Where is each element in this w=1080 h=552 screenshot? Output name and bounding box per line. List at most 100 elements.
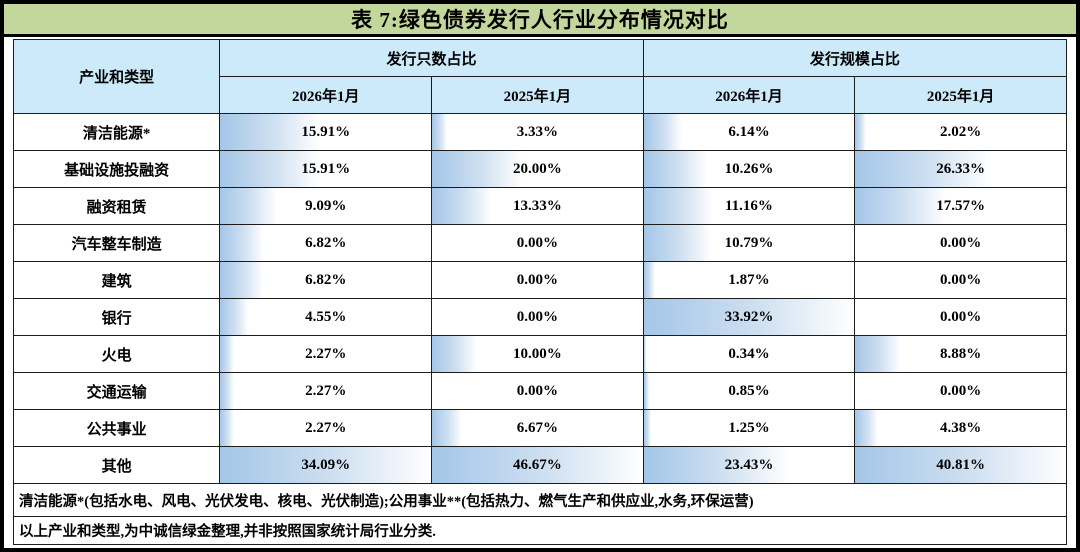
table-row: 基础设施投融资 15.91% 20.00% 10.26% 26.33%: [12, 150, 1067, 188]
header-industry: 产业和类型: [12, 39, 221, 114]
data-bar: [644, 299, 854, 335]
value-cell: 6.14%: [642, 113, 856, 151]
data-bar: [855, 336, 902, 372]
data-bar: [432, 188, 493, 224]
data-bar: [220, 373, 235, 409]
value-cell: 33.92%: [642, 298, 856, 336]
data-bar: [644, 188, 713, 224]
data-bar: [220, 262, 263, 298]
data-bar: [855, 188, 946, 224]
value-text: 2.27%: [305, 345, 347, 362]
data-bar: [855, 447, 1066, 483]
value-cell: 0.00%: [854, 298, 1067, 336]
value-cell: 2.27%: [219, 409, 433, 447]
value-cell: 0.00%: [854, 224, 1067, 262]
value-cell: 1.25%: [642, 409, 856, 447]
table-row: 建筑 6.82% 0.00% 1.87% 0.00%: [12, 261, 1067, 299]
header-period: 2026年1月: [219, 76, 433, 114]
data-bar: [644, 336, 646, 372]
value-text: 2.27%: [305, 382, 347, 399]
value-cell: 17.57%: [854, 187, 1067, 225]
header-period: 2025年1月: [854, 76, 1067, 114]
value-text: 13.33%: [512, 197, 562, 214]
industry-label: 公共事业: [12, 409, 221, 447]
value-text: 34.09%: [301, 456, 351, 473]
data-bar: [220, 299, 249, 335]
value-text: 3.33%: [516, 123, 558, 140]
value-cell: 0.85%: [642, 372, 856, 410]
value-cell: 10.26%: [642, 150, 856, 188]
value-text: 6.82%: [305, 271, 347, 288]
value-cell: 1.87%: [642, 261, 856, 299]
value-text: 6.67%: [516, 419, 558, 436]
note-text: 清洁能源*(包括水电、风电、光伏发电、核电、光伏制造);公用事业**(包括热力、…: [13, 483, 1067, 517]
table-row: 清洁能源* 15.91% 3.33% 6.14% 2.02%: [12, 113, 1067, 151]
value-text: 0.85%: [728, 382, 770, 399]
table-header: 产业和类型 发行只数占比 发行规模占比 2026年1月 2025年1月 2026…: [12, 39, 1068, 114]
value-cell: 3.33%: [431, 113, 644, 151]
value-text: 0.00%: [516, 308, 558, 325]
value-cell: 20.00%: [431, 150, 644, 188]
data-bar: [644, 262, 656, 298]
industry-distribution-table: 产业和类型 发行只数占比 发行规模占比 2026年1月 2025年1月 2026…: [12, 39, 1068, 545]
data-bar: [220, 225, 263, 261]
value-text: 0.00%: [940, 271, 982, 288]
data-bar: [220, 447, 431, 483]
header-group-issue-scale: 发行规模占比: [642, 39, 1068, 77]
header-group-issue-count: 发行只数占比: [219, 39, 644, 77]
value-text: 33.92%: [724, 308, 774, 325]
note-row: 清洁能源*(包括水电、风电、光伏发电、核电、光伏制造);公用事业**(包括热力、…: [13, 483, 1067, 517]
value-cell: 13.33%: [431, 187, 644, 225]
industry-label: 基础设施投融资: [12, 150, 221, 188]
data-bar: [644, 410, 652, 446]
value-cell: 2.27%: [219, 335, 433, 373]
value-text: 46.67%: [512, 456, 562, 473]
industry-label: 融资租赁: [12, 187, 221, 225]
data-bar: [432, 447, 643, 483]
value-cell: 9.09%: [219, 187, 433, 225]
table-row: 公共事业 2.27% 6.67% 1.25% 4.38%: [12, 409, 1067, 447]
value-text: 8.88%: [940, 345, 982, 362]
value-cell: 2.27%: [219, 372, 433, 410]
table-container: 产业和类型 发行只数占比 发行规模占比 2026年1月 2025年1月 2026…: [4, 37, 1076, 551]
value-text: 0.00%: [940, 382, 982, 399]
value-text: 0.00%: [516, 382, 558, 399]
value-text: 2.02%: [940, 123, 982, 140]
data-bar: [855, 151, 992, 187]
industry-label: 建筑: [12, 261, 221, 299]
table-notes: 清洁能源*(包括水电、风电、光伏发电、核电、光伏制造);公用事业**(包括热力、…: [13, 483, 1067, 545]
data-bar: [432, 114, 448, 150]
industry-label: 交通运输: [12, 372, 221, 410]
data-bar: [220, 410, 235, 446]
value-text: 20.00%: [512, 160, 562, 177]
value-cell: 4.55%: [219, 298, 433, 336]
value-text: 0.00%: [516, 271, 558, 288]
note-row: 以上产业和类型,为中诚信绿金整理,并非按照国家统计局行业分类.: [13, 516, 1067, 545]
value-text: 0.34%: [728, 345, 770, 362]
data-bar: [220, 336, 235, 372]
value-text: 26.33%: [936, 160, 986, 177]
value-cell: 46.67%: [431, 446, 644, 484]
value-text: 6.14%: [728, 123, 770, 140]
industry-label: 火电: [12, 335, 221, 373]
value-cell: 0.00%: [431, 298, 644, 336]
value-cell: 0.00%: [431, 224, 644, 262]
value-text: 15.91%: [301, 123, 351, 140]
data-bar: [644, 151, 708, 187]
value-cell: 11.16%: [642, 187, 856, 225]
data-bar: [432, 410, 463, 446]
table-row: 交通运输 2.27% 0.00% 0.85% 0.00%: [12, 372, 1067, 410]
industry-label: 其他: [12, 446, 221, 484]
table-row: 银行 4.55% 0.00% 33.92% 0.00%: [12, 298, 1067, 336]
value-cell: 4.38%: [854, 409, 1067, 447]
value-text: 10.00%: [512, 345, 562, 362]
value-text: 2.27%: [305, 419, 347, 436]
data-bar: [432, 151, 523, 187]
table-body: 清洁能源* 15.91% 3.33% 6.14% 2.02% 基础设施投融资 15.91% 2…: [12, 113, 1067, 484]
data-bar: [432, 336, 478, 372]
value-cell: 6.82%: [219, 261, 433, 299]
value-text: 0.00%: [516, 234, 558, 251]
data-bar: [644, 447, 790, 483]
value-text: 40.81%: [936, 456, 986, 473]
value-text: 4.38%: [940, 419, 982, 436]
